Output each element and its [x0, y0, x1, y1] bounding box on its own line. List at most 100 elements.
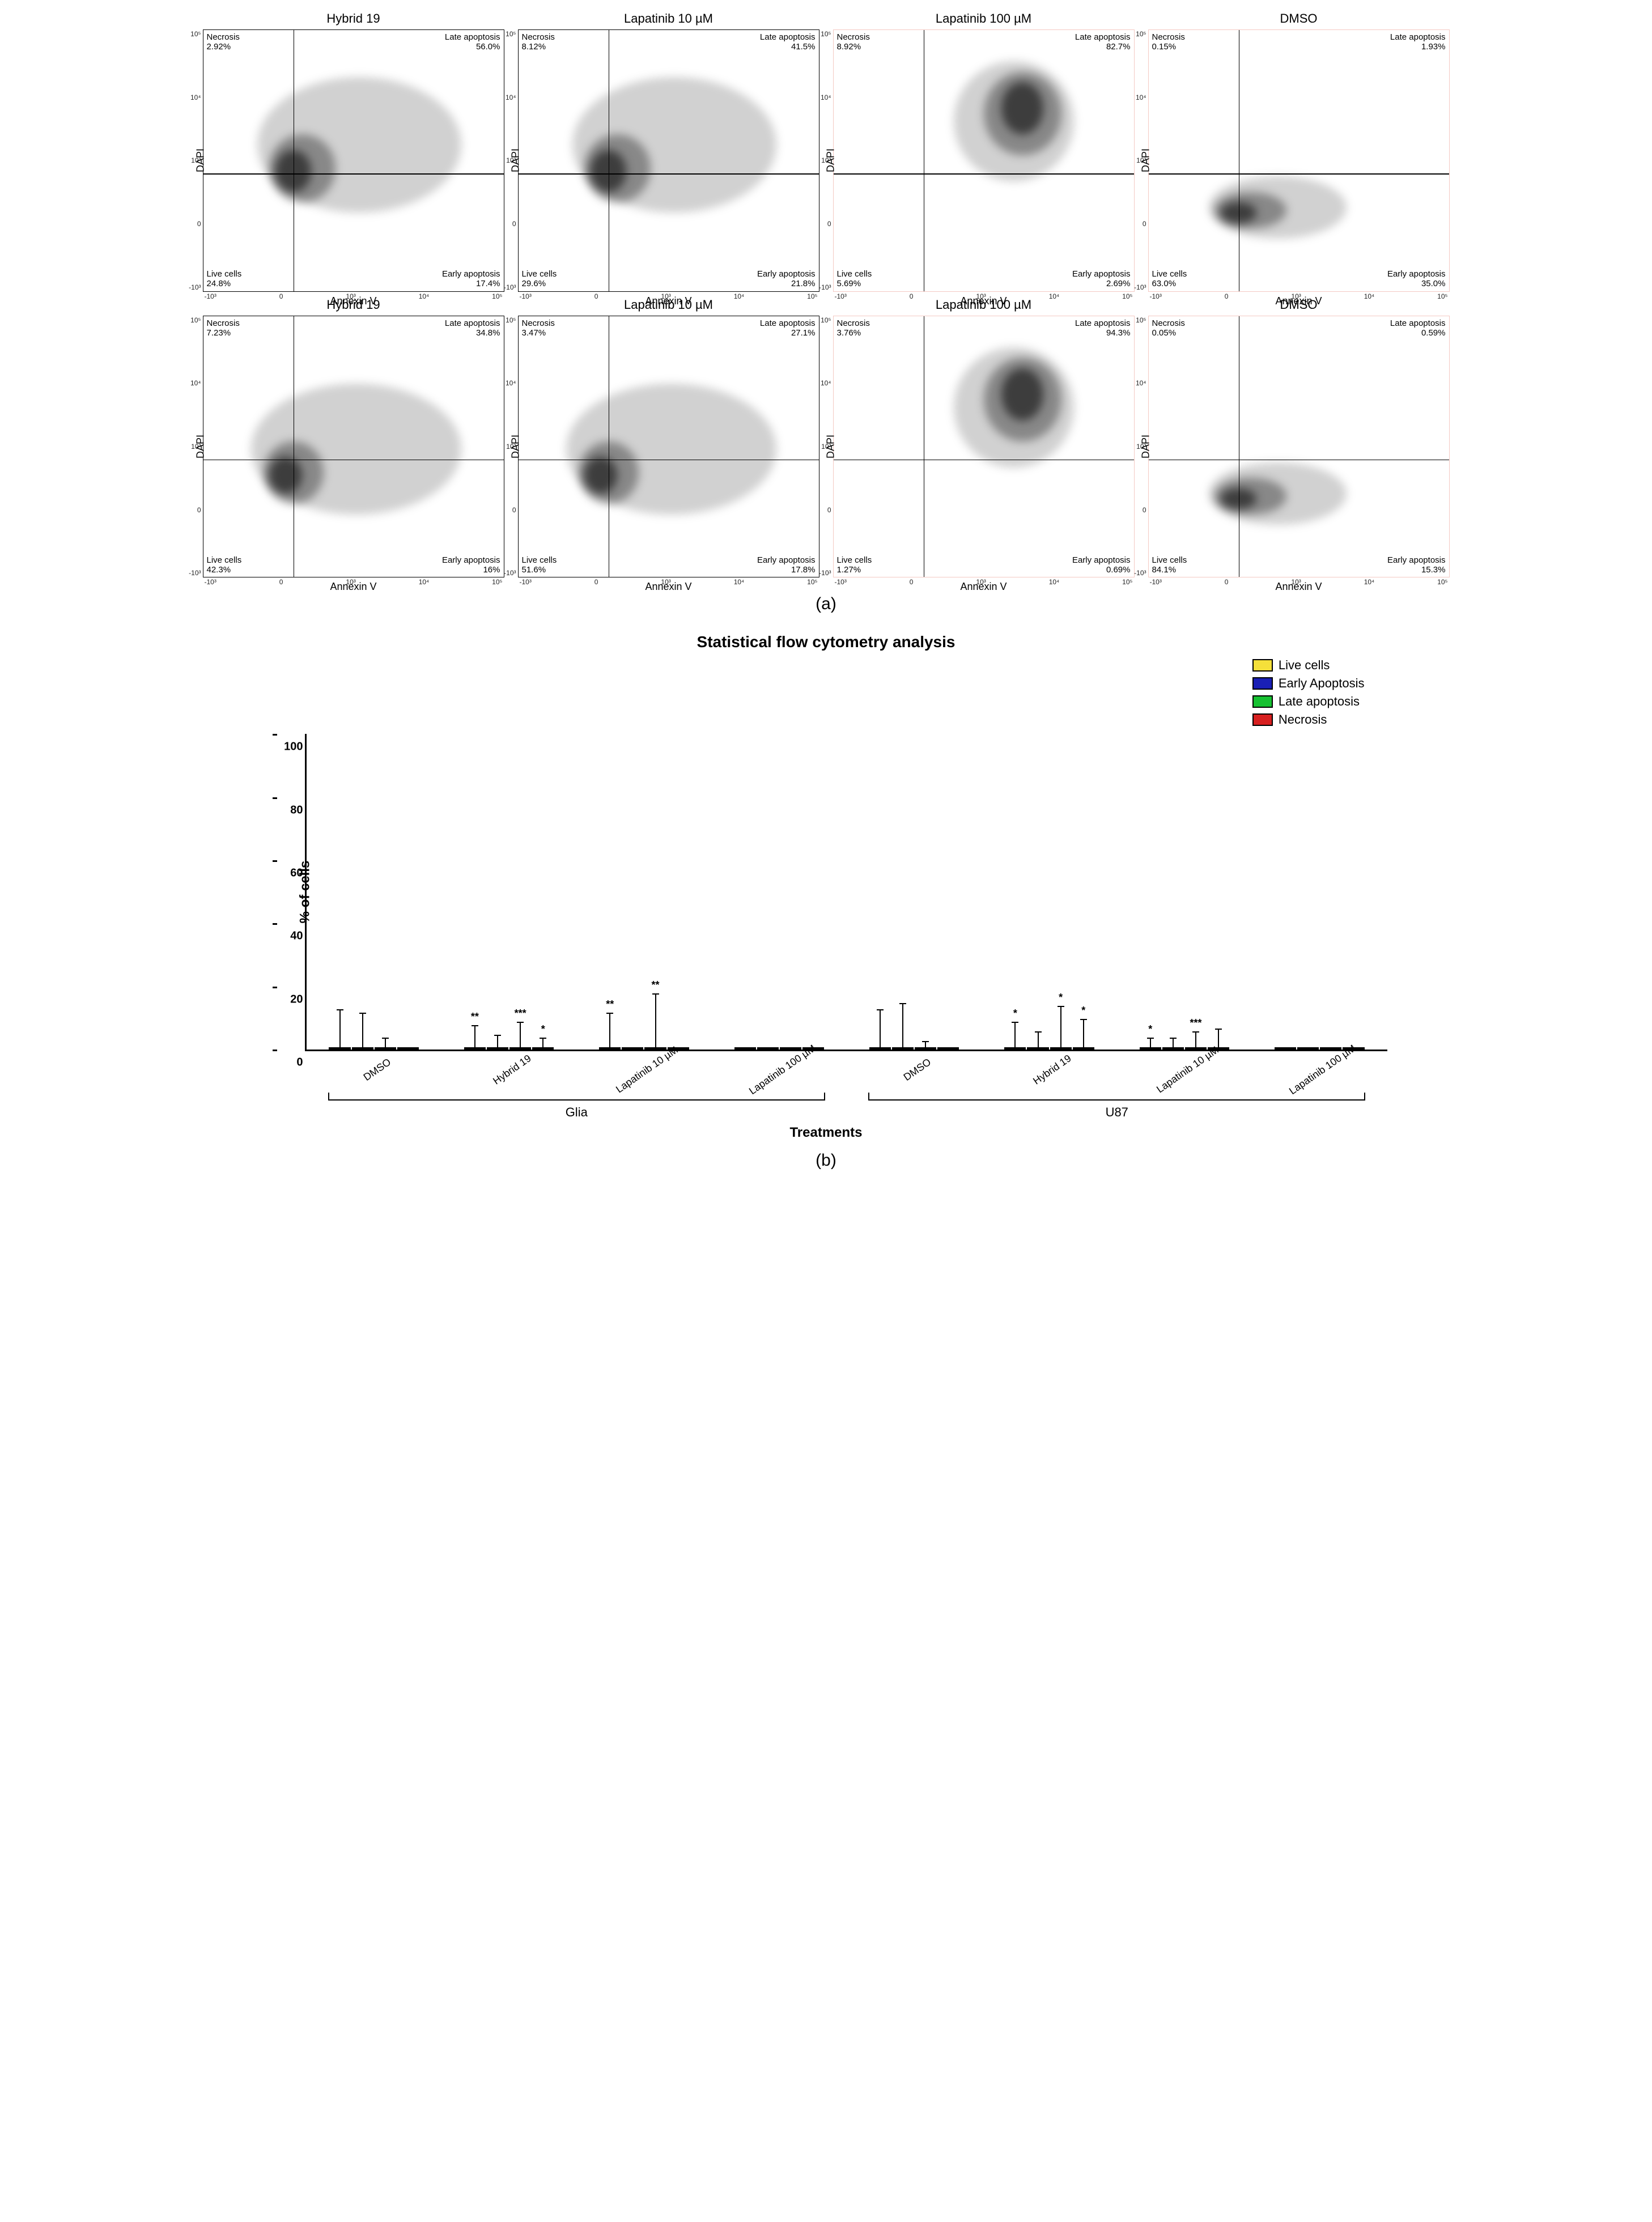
quadrant-readout: Necrosis7.23% — [207, 318, 240, 338]
y-ticks: 020406080100 — [277, 734, 303, 1050]
legend-swatch — [1252, 677, 1273, 690]
legend-swatch — [1252, 659, 1273, 672]
scatter-panel-title: Lapatinib 10 µM — [518, 11, 819, 26]
scatter-panel: Lapatinib 10 µM Necrosis3.47% Late apoptos… — [518, 298, 819, 578]
quadrant-readout: Live cells29.6% — [522, 269, 557, 289]
scatter-panel-title: DMSO — [1148, 11, 1450, 26]
quadrant-readout: Late apoptosis56.0% — [445, 32, 500, 52]
scatter-panel-title: Lapatinib 100 µM — [833, 11, 1135, 26]
quadrant-readout: Necrosis3.47% — [522, 318, 555, 338]
significance-marker: * — [1013, 1008, 1017, 1019]
quadrant-readout: Late apoptosis0.59% — [1390, 318, 1446, 338]
error-bar — [339, 1010, 341, 1048]
quadrant-readout: Necrosis8.92% — [837, 32, 870, 52]
scatter-panel-title: Hybrid 19 — [203, 11, 504, 26]
chart-plot-area: % of cells 020406080100 ****************… — [305, 734, 1387, 1051]
error-bar — [902, 1004, 903, 1048]
quadrant-readout: Late apoptosis41.5% — [760, 32, 816, 52]
bar-chart: Statistical flow cytometry analysis Live… — [265, 633, 1387, 1141]
error-bar — [497, 1036, 498, 1048]
quadrant-readout: Early apoptosis0.69% — [1072, 555, 1131, 575]
error-bar — [1014, 1023, 1016, 1048]
bar-groups: ***************** — [307, 734, 1387, 1050]
quadrant-readout: Necrosis8.12% — [522, 32, 555, 52]
scatter-plot: Necrosis3.76% Late apoptosis94.3% Live cel… — [833, 316, 1135, 578]
quadrant-readout: Late apoptosis27.1% — [760, 318, 816, 338]
error-bar — [1173, 1039, 1174, 1048]
quadrant-readout: Necrosis0.05% — [1152, 318, 1185, 338]
quadrant-readout: Early apoptosis17.4% — [442, 269, 500, 289]
quadrant-readout: Necrosis0.15% — [1152, 32, 1185, 52]
error-bar — [1150, 1039, 1151, 1048]
error-bar — [655, 995, 656, 1048]
legend: Live cells Early Apoptosis Late apoptosis N… — [1252, 658, 1365, 727]
quadrant-readout: Early apoptosis17.8% — [757, 555, 816, 575]
quadrant-readout: Early apoptosis16% — [442, 555, 500, 575]
error-bar — [880, 1010, 881, 1048]
scatter-panel: Lapatinib 100 µM Necrosis8.92% Late apopto… — [833, 11, 1135, 292]
significance-marker: * — [541, 1023, 545, 1035]
x-tick-labels: DMSOHybrid 19Lapatinib 10 µMLapatinib 10… — [307, 1050, 1387, 1061]
scatter-plot: Necrosis2.92% Late apoptosis56.0% Live cel… — [203, 29, 504, 292]
panel-a-caption: (a) — [203, 594, 1450, 614]
scatter-panel: Hybrid 19Necrosis7.23%Late apoptosis34.8… — [203, 298, 504, 578]
error-bar — [520, 1023, 521, 1048]
significance-marker: ** — [606, 999, 614, 1010]
scatter-plot: Necrosis3.47% Late apoptosis27.1% Live cel… — [518, 316, 819, 578]
legend-item: Early Apoptosis — [1252, 676, 1365, 691]
significance-marker: * — [1148, 1023, 1152, 1035]
cell-line-bracket: U87 — [847, 1099, 1387, 1120]
legend-label: Late apoptosis — [1279, 694, 1360, 709]
scatter-plot: Necrosis8.92% Late apoptosis82.7% Live cel… — [833, 29, 1135, 292]
significance-marker: ** — [651, 979, 659, 991]
quadrant-readout: Early apoptosis2.69% — [1072, 269, 1131, 289]
scatter-panel: DMSO Necrosis0.15% Late apoptosis1.93% Live… — [1148, 11, 1450, 292]
quadrant-readout: Late apoptosis34.8% — [445, 318, 500, 338]
scatter-plot: Necrosis8.12% Late apoptosis41.5% Live cel… — [518, 29, 819, 292]
flow-cytometry-scatter-grid: Hybrid 19 Necrosis2.92% Late apoptosis56.0… — [203, 11, 1450, 577]
quadrant-readout: Necrosis3.76% — [837, 318, 870, 338]
legend-swatch — [1252, 695, 1273, 708]
scatter-plot: Necrosis0.15% Late apoptosis1.93% Live cel… — [1148, 29, 1450, 292]
legend-label: Early Apoptosis — [1279, 676, 1365, 691]
error-bar — [925, 1042, 926, 1048]
cell-line-bracket: Glia — [307, 1099, 847, 1120]
x-axis-label: Treatments — [265, 1125, 1387, 1141]
quadrant-readout: Live cells5.69% — [837, 269, 872, 289]
scatter-plot: Necrosis7.23% Late apoptosis34.8% Live cel… — [203, 316, 504, 578]
legend-swatch — [1252, 713, 1273, 726]
figure-root: Hybrid 19 Necrosis2.92% Late apoptosis56.0… — [203, 11, 1450, 1170]
quadrant-readout: Live cells51.6% — [522, 555, 557, 575]
quadrant-readout: Late apoptosis82.7% — [1075, 32, 1131, 52]
scatter-plot: Necrosis0.05% Late apoptosis0.59% Live cel… — [1148, 316, 1450, 578]
bar-chart-title: Statistical flow cytometry analysis — [265, 633, 1387, 651]
quadrant-readout: Late apoptosis1.93% — [1390, 32, 1446, 52]
cell-line-label: Glia — [307, 1105, 847, 1120]
error-bar — [385, 1039, 386, 1048]
error-bar — [1038, 1033, 1039, 1048]
scatter-panel: Lapatinib 100 µM Necrosis3.76% Late apopto… — [833, 298, 1135, 578]
quadrant-readout: Necrosis2.92% — [207, 32, 240, 52]
significance-marker: *** — [1190, 1017, 1201, 1029]
error-bar — [474, 1026, 475, 1048]
quadrant-readout: Live cells63.0% — [1152, 269, 1187, 289]
significance-marker: *** — [515, 1008, 526, 1019]
quadrant-readout: Live cells42.3% — [207, 555, 242, 575]
significance-marker: * — [1059, 992, 1063, 1004]
quadrant-readout: Late apoptosis94.3% — [1075, 318, 1131, 338]
scatter-panel-title: Lapatinib 10 µM — [518, 298, 819, 312]
scatter-panel-title: DMSO — [1148, 298, 1450, 312]
error-bar — [362, 1014, 363, 1049]
cell-line-label: U87 — [847, 1105, 1387, 1120]
legend-label: Live cells — [1279, 658, 1330, 673]
scatter-panel: Hybrid 19 Necrosis2.92% Late apoptosis56.0… — [203, 11, 504, 292]
quadrant-readout: Live cells1.27% — [837, 555, 872, 575]
error-bar — [1195, 1033, 1196, 1048]
scatter-panel-title: Lapatinib 100 µM — [833, 298, 1135, 312]
quadrant-readout: Live cells24.8% — [207, 269, 242, 289]
error-bar — [609, 1014, 610, 1049]
quadrant-readout: Live cells84.1% — [1152, 555, 1187, 575]
legend-item: Necrosis — [1252, 712, 1327, 727]
significance-marker: * — [1081, 1005, 1085, 1017]
legend-item: Live cells — [1252, 658, 1330, 673]
